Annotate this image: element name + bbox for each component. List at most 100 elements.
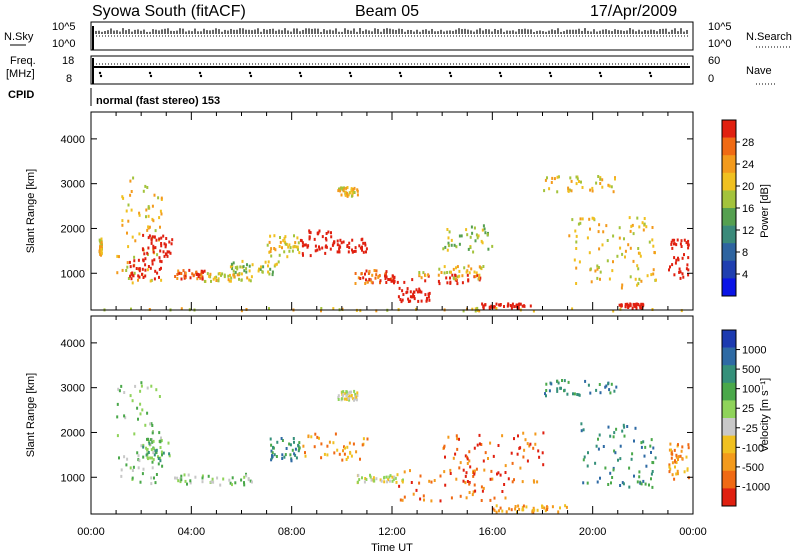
data-cell [129, 265, 132, 269]
data-cell [591, 216, 594, 220]
data-cell [516, 452, 519, 456]
data-cell [489, 477, 492, 481]
data-cell [121, 195, 124, 199]
data-cell [513, 437, 515, 441]
data-cell [248, 269, 251, 273]
data-cell [651, 226, 654, 229]
data-cell [484, 231, 487, 235]
data-cell [240, 478, 243, 482]
data-cell [203, 279, 206, 283]
data-cell [384, 277, 387, 281]
velocity-x-ticks [90, 316, 694, 514]
data-cell [620, 286, 623, 290]
data-cell [668, 470, 671, 474]
data-cell [501, 490, 504, 493]
data-cell [580, 422, 583, 426]
data-cell [301, 241, 304, 245]
data-cell [406, 290, 409, 294]
data-cell [137, 466, 140, 470]
data-cell [141, 408, 144, 412]
data-cell [504, 496, 507, 500]
data-cell [454, 273, 457, 277]
data-cell [619, 457, 622, 461]
data-cell [618, 303, 621, 307]
data-cell [184, 273, 187, 277]
data-cell [238, 277, 240, 281]
data-cell [279, 240, 282, 244]
data-cell [484, 451, 487, 455]
data-cell [598, 247, 601, 251]
data-cell [615, 427, 618, 431]
data-cell [584, 379, 587, 383]
data-cell [364, 477, 367, 480]
data-cell [478, 309, 481, 313]
data-cell [137, 417, 139, 421]
data-cell [673, 256, 676, 260]
data-cell [194, 475, 197, 479]
data-cell [592, 217, 595, 221]
data-cell [451, 273, 454, 277]
data-cell [478, 278, 481, 282]
data-cell [147, 265, 150, 268]
data-cell [624, 249, 627, 253]
data-cell [271, 451, 274, 455]
data-cell [349, 451, 352, 455]
data-cell [637, 303, 640, 307]
data-cell [675, 258, 678, 262]
data-cell [612, 234, 615, 238]
data-cell [347, 397, 350, 401]
data-cell [275, 262, 278, 266]
data-cell [427, 295, 430, 299]
data-cell [683, 253, 685, 257]
data-cell [159, 259, 162, 263]
data-cell [124, 416, 127, 420]
data-cell [236, 265, 239, 269]
data-cell [138, 232, 141, 236]
data-cell [232, 273, 235, 277]
data-cell [120, 384, 123, 388]
data-cell [355, 398, 358, 402]
velocity-ylabel: Slant Range [km] [25, 373, 37, 457]
data-cell [391, 274, 394, 278]
data-cell [482, 224, 485, 228]
data-cell [146, 186, 149, 189]
data-cell [439, 499, 442, 503]
data-cell [146, 455, 149, 459]
data-cell [302, 253, 304, 257]
data-cell [466, 457, 469, 461]
data-cell [159, 225, 161, 229]
data-cell [504, 464, 507, 468]
data-cell [161, 453, 163, 457]
data-cell [458, 242, 461, 246]
data-cell [568, 234, 571, 238]
data-cell [588, 251, 591, 255]
data-cell [347, 193, 350, 197]
colorbar-segment [722, 347, 736, 366]
data-cell [510, 508, 513, 512]
data-cell [355, 395, 358, 399]
data-cell [288, 442, 291, 446]
data-cell [217, 272, 220, 276]
data-cell [385, 475, 388, 479]
data-cell [464, 481, 467, 485]
data-cell [148, 225, 151, 229]
data-cell [282, 239, 285, 243]
velocity-colorbar-label: Velocity [m s⁻¹] [759, 378, 771, 452]
nsky-trace [92, 26, 690, 50]
data-cell [350, 454, 353, 458]
data-cell [127, 245, 130, 249]
data-cell [546, 506, 549, 510]
data-cell [153, 447, 156, 451]
data-cell [638, 277, 641, 281]
data-cell [635, 306, 638, 310]
data-cell [515, 304, 518, 308]
data-cell [640, 445, 643, 449]
data-cell [589, 391, 592, 395]
data-cell [601, 178, 604, 182]
data-cell [532, 309, 535, 313]
data-cell [609, 471, 612, 475]
data-cell [652, 272, 655, 276]
data-cell [143, 252, 146, 256]
data-cell [424, 279, 427, 283]
data-cell [302, 444, 305, 448]
